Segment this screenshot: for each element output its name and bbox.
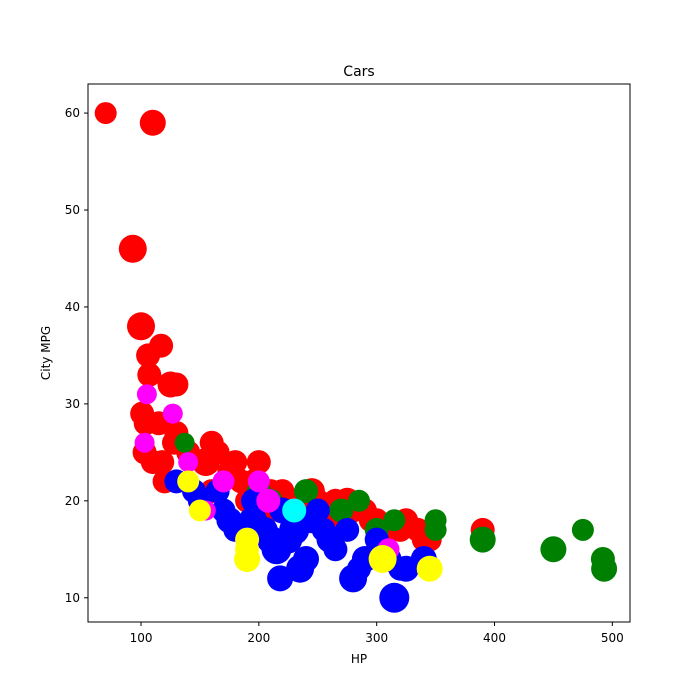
y-tick-label: 20	[65, 494, 80, 508]
scatter-point-yellow	[416, 555, 443, 582]
y-tick-label: 60	[65, 106, 80, 120]
x-axis-label: HP	[351, 652, 367, 666]
scatter-point-magenta	[212, 470, 235, 493]
y-tick-label: 30	[65, 397, 80, 411]
scatter-point-yellow	[368, 545, 397, 573]
scatter-point-blue	[323, 537, 348, 562]
scatter-point-red	[246, 450, 271, 475]
scatter-point-blue	[311, 517, 336, 542]
x-tick-label: 200	[247, 631, 270, 645]
scatter-point-red	[137, 362, 162, 387]
scatter-point-magenta	[134, 432, 155, 453]
scatter-point-red	[94, 102, 117, 125]
scatter-point-green	[329, 498, 354, 523]
scatter-point-blue	[379, 582, 410, 613]
y-tick-label: 10	[65, 591, 80, 605]
scatter-point-red	[127, 312, 155, 341]
scatter-point-green	[424, 518, 447, 541]
scatter-point-magenta	[136, 384, 157, 405]
scatter-point-red	[150, 450, 175, 475]
x-axis: 100 200 300 400 500	[130, 622, 624, 645]
scatter-point-red	[205, 440, 230, 465]
scatter-point-green	[348, 489, 370, 512]
y-tick-label: 40	[65, 300, 80, 314]
y-axis-label: City MPG	[39, 326, 53, 380]
scatter-point-magenta	[162, 403, 183, 424]
scatter-point-blue	[335, 517, 360, 542]
scatter-point-green	[469, 526, 496, 553]
scatter-point-green	[571, 518, 594, 541]
scatter-point-magenta	[256, 488, 281, 513]
scatter-point-red	[164, 372, 189, 397]
scatter-point-blue	[305, 498, 330, 523]
plot-frame	[87, 83, 631, 623]
scatter-point-magenta	[178, 452, 199, 473]
x-tick-label: 300	[365, 631, 388, 645]
scatter-point-green	[591, 555, 618, 582]
x-tick-label: 500	[601, 631, 624, 645]
x-tick-label: 400	[483, 631, 506, 645]
chart-title: Cars	[343, 64, 374, 80]
scatter-point-green	[294, 479, 318, 504]
scatter-point-blue	[293, 546, 319, 572]
scatter-point-yellow	[188, 499, 211, 522]
points-layer	[94, 102, 618, 613]
scatter-point-yellow	[235, 537, 260, 562]
scatter-point-magenta	[247, 470, 270, 493]
scatter-point-green	[383, 509, 406, 532]
scatter-point-red	[118, 234, 147, 263]
y-axis: 10 20 30 40 50 60	[65, 106, 88, 605]
scatter-point-cyan	[282, 498, 307, 523]
y-tick-label: 50	[65, 203, 80, 217]
scatter-point-red	[136, 343, 161, 368]
x-tick-label: 100	[130, 631, 153, 645]
scatter-point-green	[174, 432, 195, 453]
scatter-point-green	[540, 536, 567, 563]
scatter-point-yellow	[177, 470, 200, 493]
scatter-point-red	[139, 109, 166, 136]
